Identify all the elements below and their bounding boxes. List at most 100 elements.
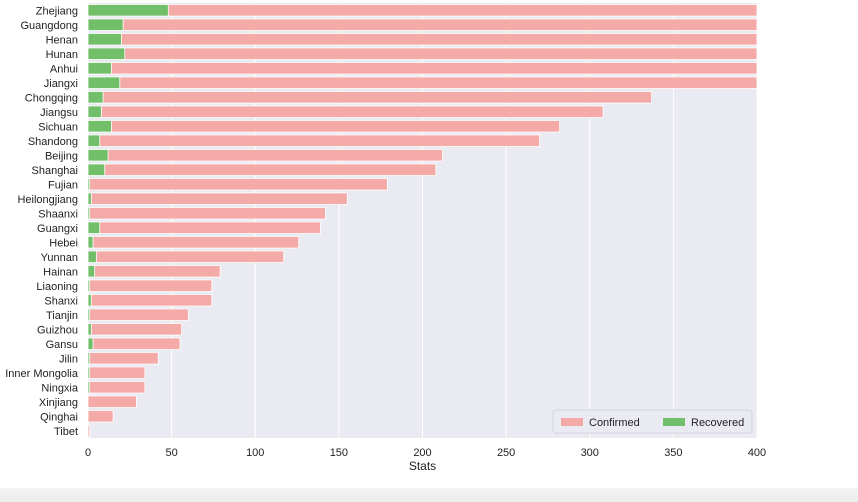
y-tick-label: Yunnan	[41, 252, 78, 264]
recovered-bar-sichuan	[87, 120, 112, 133]
y-tick-label: Gansu	[46, 339, 78, 351]
recovered-bar-yunnan	[87, 250, 97, 263]
confirmed-bar-shandong	[87, 134, 540, 147]
y-tick-label: Jiangsu	[40, 107, 78, 119]
confirmed-bar-gansu	[87, 337, 181, 350]
confirmed-bar-tianjin	[87, 308, 189, 321]
recovered-bar-chongqing	[87, 91, 104, 104]
y-tick-label: Fujian	[48, 179, 78, 191]
confirmed-bar-liaoning	[87, 279, 213, 292]
y-tick-label: Shanghai	[32, 165, 79, 177]
recovered-bar-henan	[87, 33, 122, 46]
recovered-bar-beijing	[87, 149, 109, 162]
y-tick-label: Chongqing	[25, 92, 78, 104]
x-tick-label: 200	[413, 447, 431, 459]
confirmed-bar-sichuan	[87, 120, 561, 133]
recovered-bar-guangxi	[87, 221, 101, 234]
y-tick-label: Inner Mongolia	[5, 368, 79, 380]
y-tick-label: Henan	[46, 34, 78, 46]
confirmed-bar-guizhou	[87, 323, 183, 336]
recovered-bar-shanghai	[87, 163, 106, 176]
y-tick-label: Jiangxi	[44, 78, 78, 90]
confirmed-bar-qinghai	[87, 410, 114, 423]
x-axis-label: Stats	[409, 459, 436, 473]
y-tick-label: Shanxi	[44, 295, 78, 307]
bar-chart: Zhejiang Guangdong Henan Hunan Anhui Jiangxi C…	[5, 3, 766, 473]
recovered-bar-shandong	[87, 134, 101, 147]
legend-swatch	[561, 418, 583, 426]
recovered-bar-hebei	[87, 236, 94, 249]
y-tick-label: Shandong	[28, 136, 78, 148]
y-tick-label: Hainan	[43, 266, 78, 278]
x-tick-label: 350	[664, 447, 682, 459]
recovered-bar-fujian	[87, 178, 91, 191]
confirmed-bar-anhui	[87, 62, 758, 75]
confirmed-bar-jilin	[87, 352, 159, 365]
recovered-bar-shanxi	[87, 294, 92, 307]
recovered-bar-hunan	[87, 47, 126, 60]
legend-box	[552, 409, 753, 434]
y-tick-label: Sichuan	[38, 121, 78, 133]
y-tick-labels: Zhejiang Guangdong Henan Hunan Anhui Jiangxi C…	[5, 5, 79, 438]
confirmed-bar-ningxia	[87, 381, 146, 394]
recovered-bar-zhejiang	[87, 4, 169, 17]
recovered-bar-hainan	[87, 265, 96, 278]
y-tick-label: Zhejiang	[36, 5, 78, 17]
confirmed-bar-tibet	[87, 424, 91, 437]
confirmed-bar-shaanxi	[87, 207, 326, 220]
recovered-bar-guizhou	[87, 323, 92, 336]
grid-lines	[87, 3, 758, 438]
recovered-bar-jiangsu	[87, 105, 102, 118]
recovered-bar-jiangxi	[87, 76, 121, 89]
confirmed-bar-jiangsu	[87, 105, 604, 118]
recovered-bar-liaoning	[87, 279, 91, 292]
y-tick-label: Liaoning	[36, 281, 78, 293]
confirmed-bar-yunnan	[87, 250, 285, 263]
y-tick-label: Tibet	[54, 426, 78, 438]
y-tick-label: Anhui	[50, 63, 78, 75]
y-tick-label: Hebei	[49, 237, 78, 249]
legend: Confirmed Recovered	[552, 409, 753, 434]
confirmed-bar-inner-mongolia	[87, 366, 146, 379]
confirmed-bar-heilongjiang	[87, 192, 348, 205]
recovered-bar-tianjin	[87, 308, 91, 321]
recovered-bar-ningxia	[87, 381, 91, 394]
confirmed-bar-shanghai	[87, 163, 437, 176]
x-tick-labels: 0 50 100 150 200 250 300 350 400	[85, 447, 766, 459]
y-tick-label: Xinjiang	[39, 397, 78, 409]
x-tick-label: 150	[330, 447, 348, 459]
recovered-bar-shaanxi	[87, 207, 91, 220]
x-tick-label: 400	[748, 447, 766, 459]
y-tick-label: Tianjin	[46, 310, 78, 322]
recovered-bar-anhui	[87, 62, 112, 75]
recovered-bar-gansu	[87, 337, 94, 350]
confirmed-bar-zhejiang	[87, 4, 758, 17]
recovered-bar-inner-mongolia	[87, 366, 91, 379]
recovered-bar-heilongjiang	[87, 192, 92, 205]
x-tick-label: 0	[85, 447, 91, 459]
confirmed-bar-hunan	[87, 47, 758, 60]
y-tick-label: Guangdong	[21, 20, 79, 32]
y-tick-label: Qinghai	[40, 411, 78, 423]
confirmed-bar-jiangxi	[87, 76, 758, 89]
y-tick-label: Guizhou	[37, 324, 78, 336]
x-tick-label: 300	[581, 447, 599, 459]
confirmed-bar-fujian	[87, 178, 388, 191]
confirmed-bar-shanxi	[87, 294, 213, 307]
confirmed-bar-hainan	[87, 265, 221, 278]
legend-label: Confirmed	[589, 417, 640, 429]
confirmed-bar-guangxi	[87, 221, 321, 234]
x-tick-label: 50	[166, 447, 178, 459]
confirmed-bar-xinjiang	[87, 395, 137, 408]
confirmed-bar-hebei	[87, 236, 300, 249]
y-tick-label: Shaanxi	[38, 208, 78, 220]
confirmed-bar-guangdong	[87, 18, 758, 31]
y-tick-label: Guangxi	[37, 223, 78, 235]
legend-label: Recovered	[691, 417, 744, 429]
y-tick-label: Heilongjiang	[17, 194, 78, 206]
x-tick-label: 100	[246, 447, 264, 459]
y-tick-label: Hunan	[46, 49, 78, 61]
confirmed-bar-henan	[87, 33, 758, 46]
confirmed-bar-beijing	[87, 149, 443, 162]
